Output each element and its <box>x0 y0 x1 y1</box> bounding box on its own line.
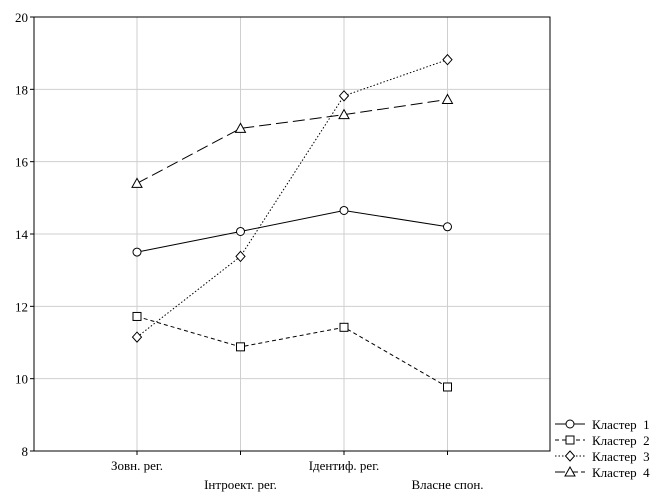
series-2-point <box>339 322 349 332</box>
legend-marker-3 <box>564 450 576 462</box>
y-tick-label: 14 <box>15 227 29 242</box>
series-1-point <box>132 247 142 257</box>
x-tick-label: Інтроект. рег. <box>204 477 277 492</box>
legend-marker-1 <box>565 419 575 429</box>
y-tick-label: 8 <box>22 444 29 459</box>
y-tick-label: 16 <box>15 155 29 170</box>
y-tick-label: 18 <box>15 82 28 97</box>
y-tick-label: 10 <box>15 372 28 387</box>
legend-marker-2 <box>565 435 575 445</box>
legend-marker-4 <box>564 465 576 477</box>
x-tick-label: Зовн. рег. <box>111 458 163 473</box>
x-tick-label: Ідентиф. рег. <box>309 458 380 473</box>
legend-label-3: Кластер 3 <box>592 449 650 464</box>
legend-label-1: Кластер 1 <box>592 417 650 432</box>
series-line-1 <box>136 209 448 253</box>
series-4-point <box>338 108 350 120</box>
axis-layer: 8 10 12 14 16 18 20 Зовн. рег. Інтроект. рег. Іде… <box>15 10 484 492</box>
series-4-point <box>234 122 247 133</box>
series-3-point <box>442 53 453 66</box>
series-3-point <box>338 90 350 102</box>
series-3-point <box>131 331 143 343</box>
series-line-2 <box>136 315 448 388</box>
series-4-point <box>441 93 454 104</box>
series-2-point <box>132 311 142 321</box>
series-1-point <box>339 205 349 215</box>
series-2-point <box>443 382 452 392</box>
series-layer <box>131 53 454 392</box>
legend-label-4: Кластер 4 <box>592 465 650 480</box>
series-1-point <box>443 222 452 232</box>
series-3-point <box>235 250 246 263</box>
series-2-point <box>236 342 245 352</box>
y-tick-label: 12 <box>15 299 28 314</box>
legend-label-2: Кластер 2 <box>592 433 650 448</box>
y-tick-label: 20 <box>15 10 28 25</box>
series-line-4 <box>136 98 448 184</box>
series-1-point <box>236 226 245 236</box>
series-line-3 <box>136 59 448 338</box>
grid-layer <box>34 17 550 451</box>
series-4-point <box>131 177 143 188</box>
x-tick-label: Власне спон. <box>411 477 483 492</box>
